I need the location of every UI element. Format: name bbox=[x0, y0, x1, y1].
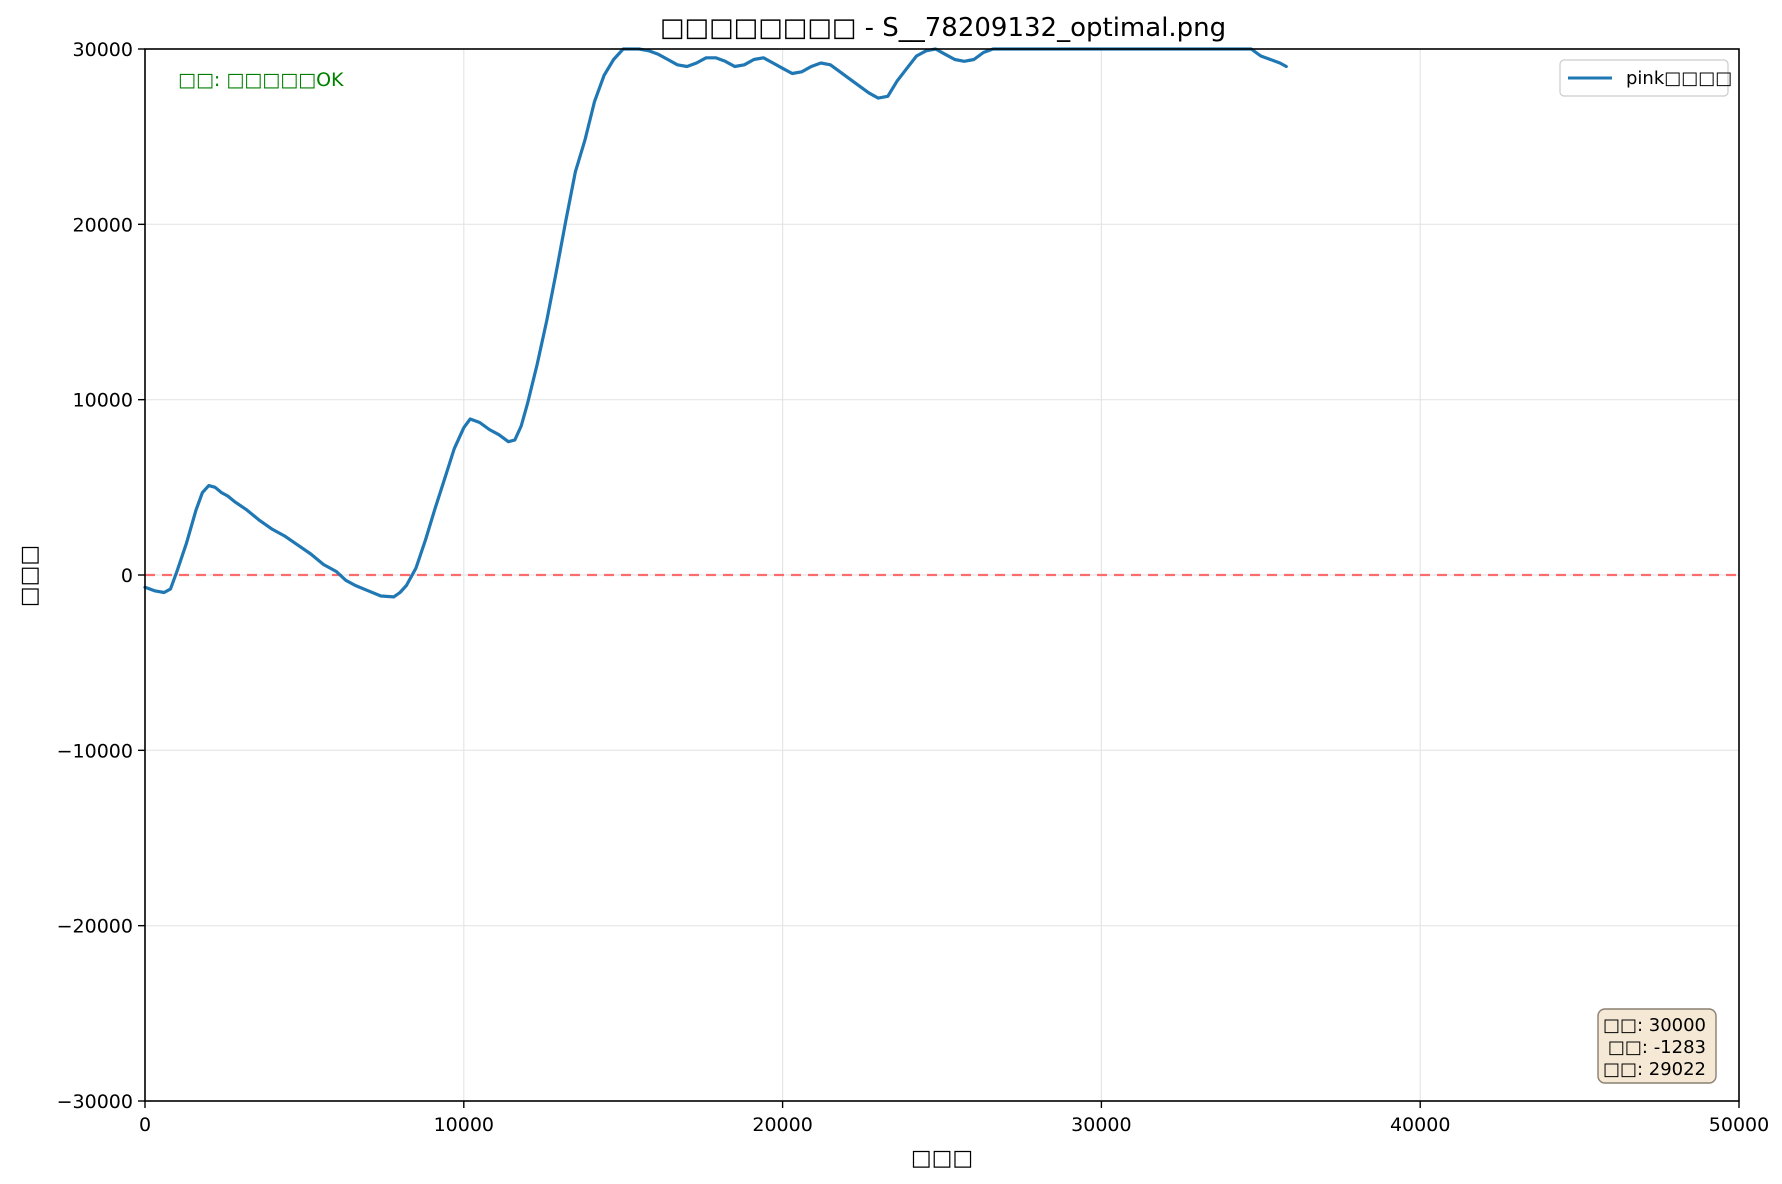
stats-box: □□: 30000 □□: -1283 □□: 29022 bbox=[1597, 1008, 1717, 1084]
legend: pink□□□□ bbox=[1559, 59, 1732, 97]
x-tick-label: 10000 bbox=[434, 1114, 494, 1136]
legend-label: pink□□□□ bbox=[1626, 68, 1732, 89]
x-axis-ticks: 0 10000 20000 30000 40000 50000 bbox=[139, 1101, 1769, 1136]
x-tick-label: 0 bbox=[139, 1114, 151, 1136]
x-tick-label: 30000 bbox=[1071, 1114, 1131, 1136]
y-tick-label: 10000 bbox=[73, 390, 133, 412]
chart-title: □□□□□□□□ - S__78209132_optimal.png bbox=[660, 13, 1226, 43]
y-tick-label: −10000 bbox=[57, 740, 133, 762]
x-tick-label: 50000 bbox=[1709, 1114, 1769, 1136]
x-tick-label: 40000 bbox=[1390, 1114, 1450, 1136]
y-tick-label: −30000 bbox=[57, 1091, 133, 1113]
stats-line-max: □□: 30000 bbox=[1603, 1015, 1706, 1036]
stats-line-final: □□: 29022 bbox=[1603, 1059, 1706, 1080]
y-tick-label: 0 bbox=[121, 565, 133, 587]
legend-box bbox=[1559, 59, 1729, 97]
y-axis-label: □□□ bbox=[17, 545, 42, 607]
stats-box-background bbox=[1597, 1008, 1717, 1084]
y-tick-label: −20000 bbox=[57, 916, 133, 938]
y-axis-ticks: −30000 −20000 −10000 0 10000 20000 30000 bbox=[57, 39, 145, 1113]
stats-line-min: □□: -1283 bbox=[1608, 1037, 1706, 1058]
x-axis-label: □□□ bbox=[911, 1146, 973, 1171]
status-annotation: □□: □□□□□OK bbox=[178, 69, 344, 91]
y-tick-label: 20000 bbox=[73, 214, 133, 236]
y-tick-label: 30000 bbox=[73, 39, 133, 61]
x-tick-label: 20000 bbox=[752, 1114, 812, 1136]
